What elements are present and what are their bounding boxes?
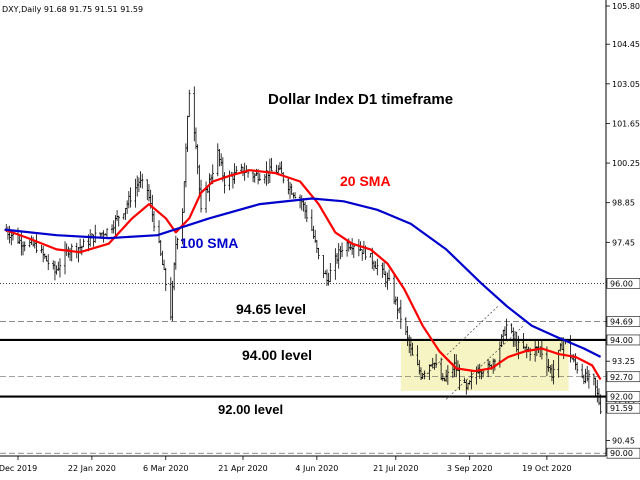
- price-bar: [446, 365, 450, 385]
- price-bar: [82, 238, 85, 248]
- x-tick-label-3: 21 Apr 2020: [218, 464, 267, 473]
- last-price-box: [606, 402, 640, 414]
- y-tick-label-11: 90.45: [612, 436, 635, 445]
- price-bar: [399, 299, 403, 329]
- x-tick-label-7: 19 Oct 2020: [522, 464, 571, 473]
- annotation-2: 100 SMA: [180, 235, 238, 251]
- level-label-5: 90.00: [610, 449, 633, 458]
- price-bar: [517, 335, 520, 360]
- price-bar: [235, 165, 238, 174]
- price-bar: [282, 172, 285, 184]
- price-bar: [352, 243, 356, 259]
- level-label-3: 92.70: [610, 373, 633, 382]
- price-bar: [199, 179, 203, 213]
- y-tick-label-3: 101.65: [612, 119, 640, 128]
- y-tick-label-6: 97.45: [612, 238, 635, 247]
- level-label-1: 94.69: [610, 318, 633, 327]
- labels-layer: Dollar Index D1 timeframe 20 SMA 100 SMA 94…: [180, 91, 453, 417]
- annotation-5: 92.00 level: [218, 402, 283, 417]
- price-bar: [176, 237, 179, 250]
- price-bar: [329, 263, 332, 283]
- x-tick-label-1: 22 Jan 2020: [68, 464, 116, 473]
- y-tick-label-1: 104.45: [612, 40, 640, 49]
- price-bar: [387, 269, 391, 281]
- price-bar: [129, 187, 132, 208]
- price-bar: [434, 353, 438, 368]
- level-label-0: 96.00: [610, 279, 633, 288]
- level-label-box-0: [606, 278, 640, 289]
- x-tick-label-6: 3 Sep 2020: [447, 464, 493, 473]
- x-tick-label-2: 6 Mar 2020: [143, 464, 189, 473]
- price-bar: [23, 241, 26, 252]
- symbol-info: DXY,Daily 91.68 91.75 91.51 91.59: [2, 5, 143, 14]
- x-tick-label-0: Dec 2019: [0, 464, 37, 473]
- annotation-0: Dollar Index D1 timeframe: [268, 91, 453, 108]
- series-line-100-sma: [4, 197, 602, 358]
- level-label-box-2: [606, 334, 640, 346]
- highlight-zone: [400, 339, 569, 391]
- price-bar: [11, 233, 15, 241]
- x-tick-label-5: 21 Jul 2020: [373, 464, 418, 473]
- y-tick-label-4: 100.25: [612, 159, 640, 168]
- price-bar: [493, 358, 497, 371]
- price-bar: [188, 89, 191, 118]
- price-bar: [35, 234, 38, 254]
- price-bar: [575, 362, 579, 374]
- annotation-4: 94.00 level: [242, 347, 312, 363]
- level-label-box-4: [606, 391, 640, 402]
- series-line-20-sma: [4, 169, 602, 381]
- last-price-label: 91.59: [610, 404, 633, 413]
- price-bar: [376, 258, 379, 276]
- sma-layer: [4, 169, 602, 381]
- price-bar: [94, 224, 97, 243]
- price-bar: [340, 242, 344, 258]
- channel-layer: [420, 305, 524, 400]
- price-bar: [293, 192, 297, 199]
- level-label-2: 94.00: [610, 336, 633, 345]
- x-tick-label-4: 4 Jun 2020: [295, 464, 338, 473]
- channel-lower: [445, 325, 524, 400]
- price-bar: [270, 157, 273, 172]
- price-bar: [423, 370, 426, 380]
- price-bar: [505, 318, 508, 340]
- price-bar: [552, 360, 555, 385]
- price-bar: [470, 369, 473, 390]
- y-tick-label-9: 93.25: [612, 357, 635, 366]
- channel-upper: [420, 305, 499, 380]
- price-bar: [58, 258, 62, 278]
- price-bar: [141, 173, 144, 189]
- price-bar: [411, 342, 414, 356]
- highlight-zone-layer: [400, 339, 569, 391]
- price-bar: [305, 204, 309, 223]
- price-bar: [258, 173, 261, 181]
- price-bar: [587, 370, 591, 389]
- annotation-1: 20 SMA: [340, 173, 391, 189]
- price-bar: [47, 254, 50, 271]
- price-bar: [152, 211, 156, 232]
- y-tick-label-2: 103.05: [612, 80, 640, 89]
- price-bar: [599, 394, 602, 415]
- price-bar: [117, 215, 120, 227]
- y-tick-label-0: 105.80: [612, 2, 640, 11]
- price-bar: [164, 267, 167, 291]
- level-label-4: 92.00: [610, 393, 633, 402]
- annotation-3: 94.65 level: [236, 301, 306, 317]
- level-label-box-3: [606, 371, 640, 383]
- levels-layer: [0, 283, 606, 454]
- y-tick-label-5: 98.85: [612, 199, 635, 208]
- price-bar: [223, 172, 226, 194]
- price-bar: [317, 247, 320, 260]
- level-label-box-5: [606, 447, 640, 459]
- level-label-box-1: [606, 316, 640, 327]
